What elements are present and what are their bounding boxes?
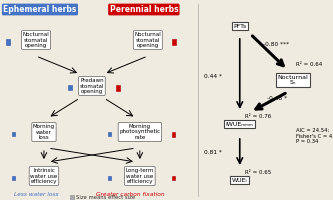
Text: Perennial herbs: Perennial herbs (110, 5, 178, 14)
Text: WUEₗ: WUEₗ (232, 178, 247, 182)
Text: Size means effect size: Size means effect size (76, 195, 135, 200)
FancyBboxPatch shape (172, 39, 176, 45)
FancyBboxPatch shape (116, 85, 120, 91)
Text: Intrinsic
water use
efficiency: Intrinsic water use efficiency (30, 168, 58, 184)
FancyBboxPatch shape (68, 85, 72, 90)
Text: -0.48 *: -0.48 * (267, 96, 287, 100)
Text: Nocturnal
stomatal
opening: Nocturnal stomatal opening (135, 32, 161, 48)
Text: Long-term
water use
efficiency: Long-term water use efficiency (126, 168, 154, 184)
Text: Ephemeral herbs: Ephemeral herbs (3, 5, 77, 14)
FancyBboxPatch shape (6, 39, 10, 45)
FancyBboxPatch shape (108, 132, 111, 136)
Text: R² = 0.65: R² = 0.65 (245, 169, 271, 174)
FancyBboxPatch shape (108, 176, 111, 180)
Text: -0.80 ***: -0.80 *** (263, 42, 289, 46)
FancyBboxPatch shape (12, 132, 15, 136)
Text: Morning
photosynthetic
rate: Morning photosynthetic rate (119, 124, 161, 140)
Text: Less water loss: Less water loss (14, 192, 58, 198)
FancyBboxPatch shape (70, 195, 74, 200)
Text: PFTs: PFTs (233, 23, 246, 28)
Text: AIC = 24.54;
Fisher's C = 4.536;
P = 0.34: AIC = 24.54; Fisher's C = 4.536; P = 0.3… (296, 128, 333, 144)
Text: Predawn
stomatal
opening: Predawn stomatal opening (80, 78, 104, 94)
FancyBboxPatch shape (172, 132, 175, 136)
Text: 0.81 *: 0.81 * (204, 150, 222, 154)
Text: Greater carbon fixation: Greater carbon fixation (96, 192, 164, 198)
Text: R² = 0.76: R² = 0.76 (245, 114, 271, 118)
FancyBboxPatch shape (172, 176, 175, 180)
Text: Nocturnal
stomatal
opening: Nocturnal stomatal opening (23, 32, 49, 48)
Text: iWUEₘₘₘ: iWUEₘₘₘ (226, 121, 254, 127)
Text: Morning
water
loss: Morning water loss (33, 124, 55, 140)
Text: R² = 0.64: R² = 0.64 (296, 62, 322, 66)
Text: 0.44 *: 0.44 * (204, 73, 222, 78)
Text: Nocturnal
Sₙ: Nocturnal Sₙ (278, 75, 308, 85)
FancyBboxPatch shape (12, 176, 15, 180)
